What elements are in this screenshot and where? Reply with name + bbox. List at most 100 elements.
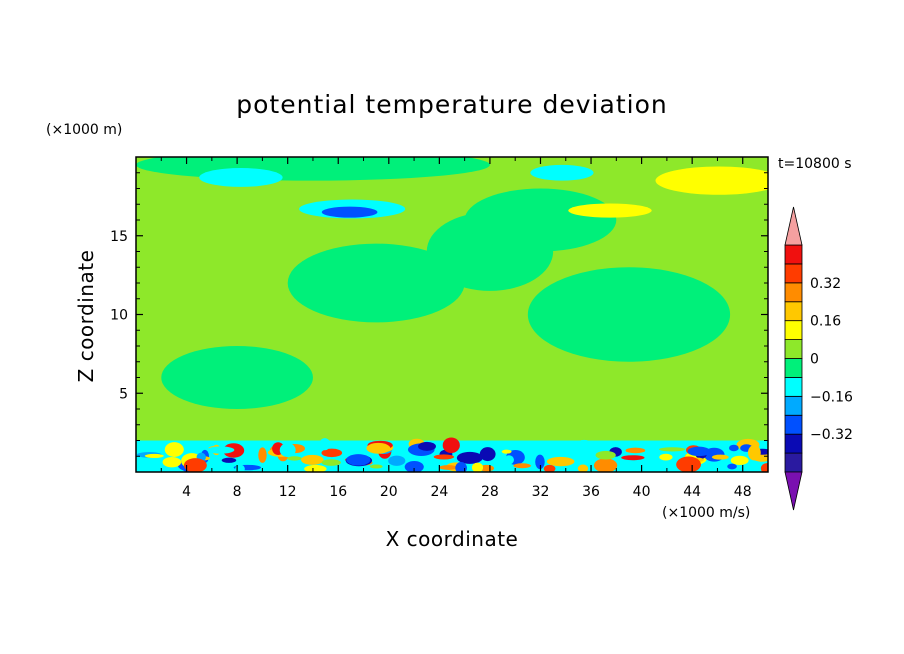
colorbar-label-2: 0 — [810, 352, 819, 368]
boundary-cell-63 — [321, 459, 341, 466]
boundary-cell-2 — [310, 443, 321, 454]
boundary-cell-55 — [576, 439, 592, 448]
boundary-cell-91 — [183, 458, 207, 472]
colorbar-extend-max — [784, 206, 803, 246]
heatmap-region-10 — [655, 166, 768, 195]
boundary-cell-56 — [479, 447, 496, 462]
x-tick-label-2: 12 — [279, 484, 297, 500]
x-tick-label-9: 40 — [633, 484, 651, 500]
x-axis-label: X coordinate — [386, 527, 519, 551]
boundary-cell-65 — [433, 454, 455, 460]
heatmap-region-4 — [136, 157, 490, 181]
x-tick-label-4: 20 — [380, 484, 398, 500]
boundary-cell-70 — [319, 438, 331, 451]
boundary-cell-49 — [301, 454, 324, 465]
boundary-cell-81 — [304, 464, 327, 472]
boundary-cell-18 — [136, 456, 149, 463]
boundary-cell-90 — [279, 443, 296, 458]
boundary-cell-59 — [711, 454, 729, 460]
x-tick-label-0: 4 — [182, 484, 191, 500]
boundary-cell-14 — [593, 458, 618, 472]
boundary-cell-13 — [659, 453, 673, 461]
boundary-cell-69 — [321, 448, 343, 458]
heatmap-region-9 — [530, 164, 594, 181]
colorbar-box-4 — [784, 377, 803, 397]
heatmap-region-1 — [527, 267, 731, 362]
boundary-cell-88 — [369, 464, 383, 469]
boundary-cell-54 — [625, 447, 646, 454]
colorbar-label-1: 0.16 — [810, 314, 841, 330]
boundary-cell-41 — [455, 461, 467, 472]
boundary-cell-78 — [418, 441, 436, 451]
colorbar-label-4: −0.32 — [810, 427, 853, 443]
boundary-cell-32 — [456, 451, 483, 464]
boundary-cell-74 — [221, 457, 237, 463]
y-tick-label-2: 15 — [110, 229, 128, 245]
x-tick-label-7: 32 — [532, 484, 550, 500]
boundary-cell-24 — [439, 465, 458, 470]
colorbar-box-9 — [784, 282, 803, 303]
time-label: t=10800 s — [778, 156, 852, 172]
y-axis-label: Z coordinate — [74, 250, 98, 383]
heatmap-region-11 — [568, 203, 652, 218]
boundary-cell-93 — [760, 463, 768, 472]
boundary-cell-82 — [144, 453, 164, 459]
x-tick-label-5: 24 — [430, 484, 448, 500]
boundary-cell-89 — [747, 444, 761, 461]
colorbar-box-10 — [784, 263, 803, 284]
colorbar-box-5 — [784, 358, 803, 378]
boundary-cell-71 — [577, 464, 589, 472]
x-tick-label-3: 16 — [329, 484, 347, 500]
colorbar-labels: 0.32 0.16 0 −0.16 −0.32 — [810, 276, 853, 443]
boundary-cell-33 — [442, 437, 460, 454]
boundary-cell-68 — [659, 447, 686, 452]
boundary-cell-86 — [366, 442, 391, 454]
boundary-cell-45 — [287, 456, 302, 461]
boundary-cell-83 — [621, 455, 645, 461]
boundary-cell-76 — [687, 446, 711, 457]
y-tick-label-1: 10 — [110, 308, 128, 324]
boundary-cell-92 — [543, 464, 556, 472]
heatmap-region-0 — [287, 243, 465, 323]
heatmap-region-5 — [464, 188, 617, 252]
boundary-cell-40 — [258, 447, 267, 463]
colorbar-extend-min — [784, 471, 803, 511]
colorbar-box-1 — [784, 433, 803, 454]
chart-title: potential temperature deviation — [236, 90, 667, 119]
colorbar-box-11 — [784, 244, 803, 265]
heatmap-field — [136, 157, 768, 472]
colorbar-box-6 — [784, 339, 803, 359]
colorbar-label-0: 0.32 — [810, 276, 841, 292]
colorbar-box-8 — [784, 301, 803, 322]
x-tick-label-10: 44 — [683, 484, 701, 500]
colorbar-box-3 — [784, 395, 803, 416]
colorbar-box-0 — [784, 452, 803, 473]
x-axis-ticks: 4 8 12 16 20 24 28 32 36 40 44 48 — [160, 157, 752, 500]
y-tick-label-0: 5 — [119, 386, 128, 402]
y-axis-ticks: 5 10 15 — [110, 172, 768, 457]
boundary-cell-72 — [162, 457, 182, 468]
boundary-cell-75 — [388, 455, 406, 466]
boundary-cell-12 — [730, 455, 749, 466]
boundary-cell-29 — [535, 454, 545, 470]
x-tick-label-8: 36 — [582, 484, 600, 500]
boundary-cell-61 — [346, 454, 371, 466]
heatmap-region-6 — [199, 168, 283, 187]
x-tick-label-11: 48 — [734, 484, 752, 500]
boundary-cell-57 — [595, 450, 616, 460]
boundary-cell-67 — [676, 456, 701, 472]
boundary-cell-73 — [727, 463, 737, 470]
boundary-cell-62 — [471, 462, 484, 472]
boundary-cell-64 — [501, 449, 512, 454]
y-axis-unit: (×1000 m) — [46, 122, 122, 138]
heatmap-region-3 — [161, 346, 313, 409]
boundary-cell-94 — [513, 463, 531, 469]
boundary-cell-51 — [729, 444, 739, 452]
boundary-cell-52 — [207, 446, 235, 454]
boundary-cell-46 — [164, 442, 184, 457]
boundary-cell-36 — [404, 460, 424, 472]
colorbar-label-3: −0.16 — [810, 389, 853, 405]
boundary-cell-87 — [504, 455, 514, 465]
colorbar-box-7 — [784, 320, 803, 340]
